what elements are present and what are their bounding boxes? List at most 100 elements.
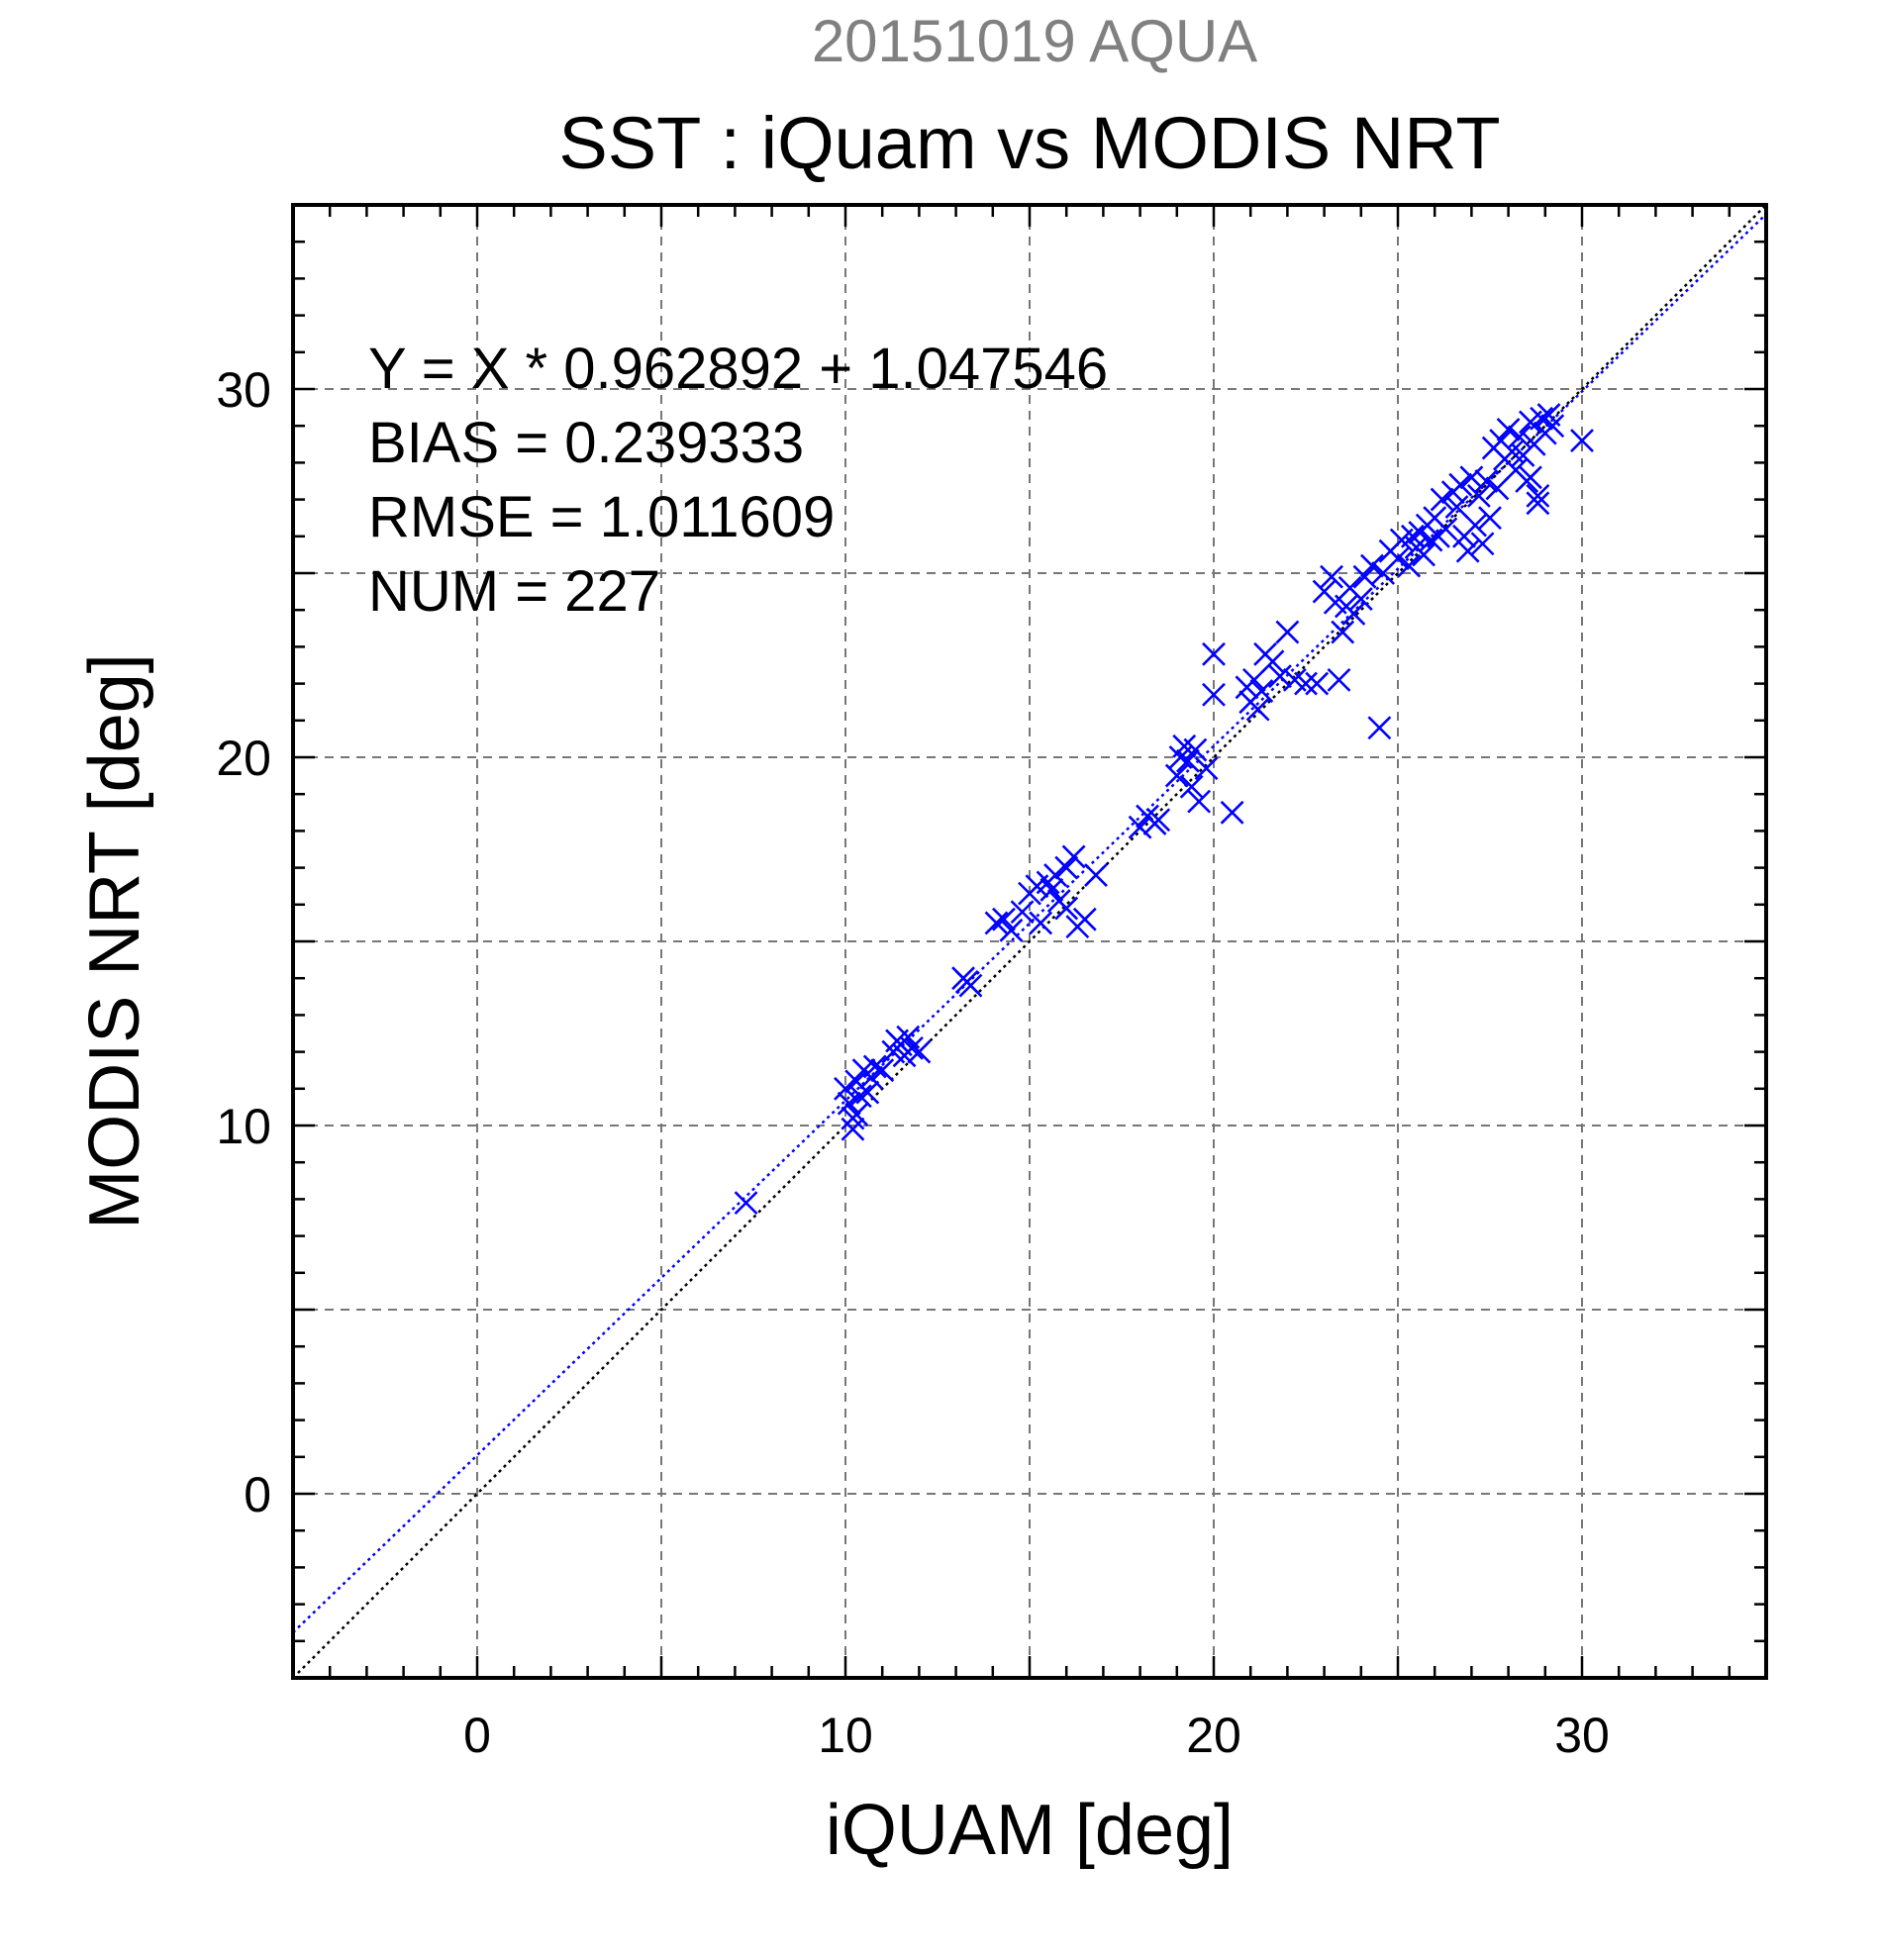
fit-line — [292, 213, 1767, 1634]
identity-line — [292, 204, 1767, 1679]
data-point — [1029, 911, 1053, 935]
data-point-stroke — [1455, 539, 1480, 563]
data-point — [1419, 528, 1443, 552]
data-point-stroke — [1187, 789, 1212, 814]
data-point-stroke — [1327, 667, 1351, 692]
data-point — [1352, 564, 1377, 589]
data-point-stroke — [1397, 553, 1422, 578]
data-point-stroke — [1312, 579, 1336, 604]
data-point — [1507, 425, 1532, 449]
data-point-stroke — [1519, 465, 1542, 490]
data-point-stroke — [1466, 483, 1491, 508]
data-point-stroke — [1386, 546, 1410, 571]
data-point-stroke — [734, 1191, 758, 1216]
y-tick-label: 10 — [216, 1099, 271, 1154]
data-point-stroke — [958, 973, 983, 998]
data-point — [1434, 517, 1458, 541]
data-point — [1485, 476, 1510, 501]
data-point — [1459, 465, 1484, 490]
data-point — [1275, 620, 1300, 644]
data-point — [1187, 789, 1212, 814]
data-point-stroke — [1412, 542, 1436, 567]
data-point — [1519, 465, 1542, 490]
num-stat: NUM = 227 — [368, 559, 660, 624]
data-point-stroke — [1507, 425, 1532, 449]
data-point-stroke — [1430, 487, 1454, 512]
data-point — [837, 1091, 861, 1116]
data-point-stroke — [1194, 756, 1219, 781]
data-point-stroke — [1242, 667, 1266, 692]
x-tick-label: 30 — [1554, 1708, 1610, 1763]
data-point-stroke — [1526, 483, 1550, 508]
data-point-stroke — [1146, 808, 1171, 833]
data-point-stroke — [1179, 774, 1204, 799]
data-point-stroke — [1072, 907, 1097, 931]
data-point — [1455, 539, 1480, 563]
data-point-stroke — [1249, 679, 1274, 703]
data-point-stroke — [1434, 517, 1458, 541]
data-point-stroke — [1010, 900, 1035, 925]
data-point-stroke — [1400, 524, 1425, 548]
data-point-stroke — [1504, 457, 1528, 482]
data-point — [1474, 469, 1499, 493]
data-point-stroke — [1282, 667, 1307, 692]
data-point-stroke — [1500, 440, 1525, 464]
data-point-stroke — [1043, 863, 1067, 887]
data-point — [1260, 649, 1285, 674]
data-point — [1386, 546, 1410, 571]
data-points — [734, 403, 1594, 1216]
data-point-stroke — [1029, 911, 1053, 935]
data-point-stroke — [900, 1035, 924, 1060]
data-point-stroke — [1245, 697, 1270, 722]
data-point — [1010, 900, 1035, 925]
reference-lines — [292, 204, 1767, 1679]
data-point — [1128, 815, 1152, 839]
data-point-stroke — [834, 1076, 857, 1101]
y-tick-label: 20 — [216, 731, 271, 786]
data-point — [1320, 564, 1343, 589]
data-point — [855, 1080, 880, 1105]
data-point-stroke — [1320, 564, 1343, 589]
data-point — [999, 918, 1024, 942]
data-point-stroke — [855, 1080, 880, 1105]
data-point — [1448, 472, 1473, 497]
data-point-stroke — [844, 1102, 869, 1127]
data-point — [1294, 671, 1318, 696]
data-point-stroke — [1164, 763, 1189, 788]
data-point — [1466, 483, 1491, 508]
data-point-stroke — [847, 1084, 872, 1109]
tick-labels: 0 10 20 30 0 10 20 30 — [216, 362, 1609, 1763]
data-point-stroke — [1474, 469, 1499, 493]
data-point-stroke — [1202, 641, 1226, 666]
data-point-stroke — [1419, 528, 1443, 552]
data-point — [1360, 553, 1384, 578]
data-point-stroke — [862, 1054, 887, 1079]
data-point — [1054, 896, 1079, 921]
data-point-stroke — [1423, 506, 1447, 531]
data-point — [1530, 406, 1553, 431]
data-point-stroke — [1183, 737, 1208, 762]
data-point-stroke — [1485, 476, 1510, 501]
data-point-stroke — [1360, 553, 1384, 578]
stats-annotation: Y = X * 0.962892 + 1.047546 BIAS = 0.239… — [368, 337, 1108, 624]
data-point-stroke — [1268, 664, 1292, 689]
data-point-stroke — [1202, 682, 1226, 707]
data-point-stroke — [1305, 671, 1330, 696]
data-point-stroke — [1220, 800, 1244, 825]
data-point-stroke — [1526, 491, 1550, 516]
data-point — [1341, 602, 1366, 626]
data-point-stroke — [1478, 506, 1502, 531]
data-point — [907, 1039, 932, 1064]
data-point — [1496, 418, 1521, 441]
data-point — [1478, 506, 1502, 531]
y-axis-label: MODIS NRT [deg] — [75, 653, 154, 1229]
data-point-stroke — [1275, 620, 1300, 644]
data-point — [1367, 716, 1392, 740]
data-point — [1470, 532, 1495, 556]
data-point — [1072, 907, 1097, 931]
data-point — [1043, 863, 1067, 887]
data-point-stroke — [841, 1117, 865, 1141]
data-point — [1430, 487, 1454, 512]
data-point — [734, 1191, 758, 1216]
